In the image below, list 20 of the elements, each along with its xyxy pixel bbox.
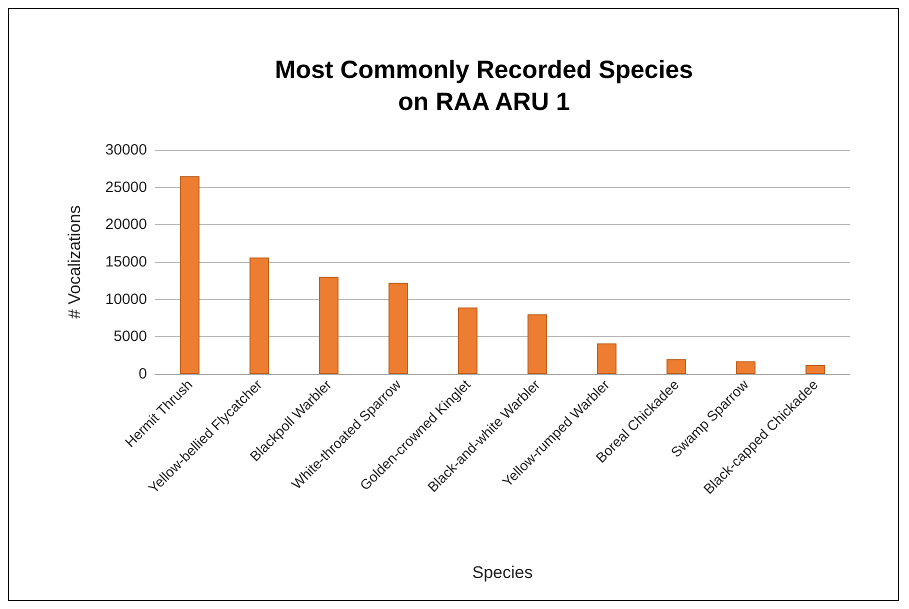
y-axis-title: # Vocalizations <box>65 205 84 319</box>
y-tick-label: 25000 <box>105 178 147 196</box>
y-tick-label: 30000 <box>105 142 147 158</box>
bar <box>736 361 756 374</box>
y-tick-label: 15000 <box>105 254 147 270</box>
y-tick-label: 10000 <box>105 290 147 308</box>
bar <box>180 176 200 374</box>
bar <box>388 282 408 374</box>
bar <box>806 365 825 374</box>
y-tick-label: 0 <box>138 366 147 382</box>
bar <box>458 308 478 374</box>
bar <box>250 258 269 374</box>
x-axis-title: Species <box>472 563 533 582</box>
y-tick-label: 20000 <box>105 216 147 234</box>
bar <box>666 359 686 374</box>
bar <box>528 314 547 374</box>
chart-title: Most Commonly Recorded Species on RAA ARU 1 <box>274 56 694 116</box>
bar <box>597 343 616 374</box>
y-tick-label: 5000 <box>114 328 147 346</box>
bar <box>319 276 338 374</box>
